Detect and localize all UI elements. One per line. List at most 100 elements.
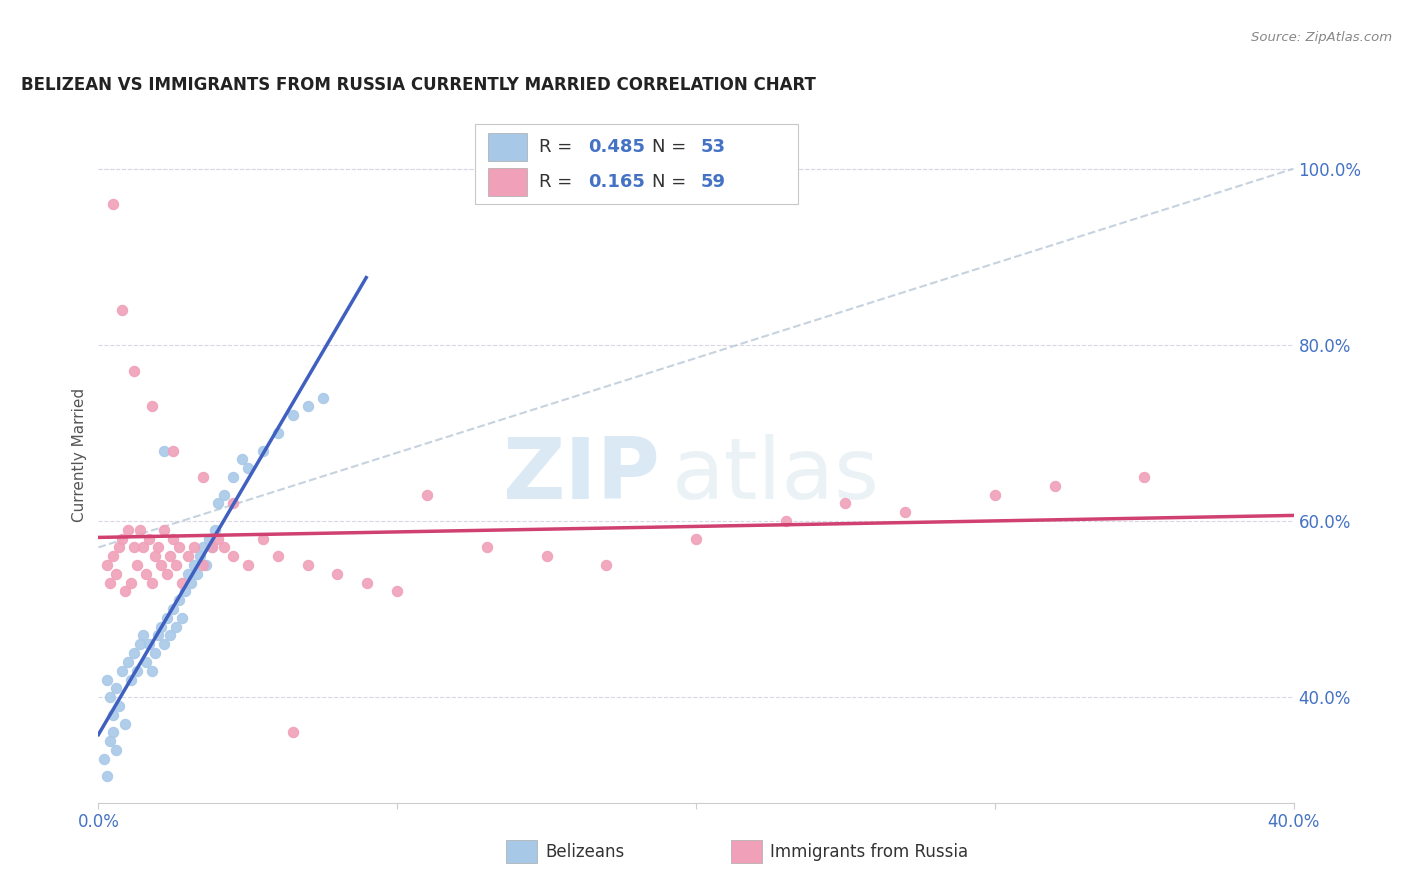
Point	[96, 673, 118, 687]
Point	[222, 549, 245, 564]
Point	[153, 443, 176, 458]
Point	[156, 566, 179, 581]
Text: 59: 59	[700, 173, 725, 191]
Point	[117, 655, 139, 669]
Point	[174, 584, 197, 599]
Text: ZIP: ZIP	[502, 434, 661, 517]
Point	[685, 532, 707, 546]
Point	[212, 487, 235, 501]
Point	[127, 558, 149, 572]
Point	[195, 558, 218, 572]
Text: N =: N =	[652, 138, 692, 156]
Text: atlas: atlas	[672, 434, 880, 517]
Point	[475, 541, 498, 555]
Point	[201, 541, 224, 555]
Text: Source: ZipAtlas.com: Source: ZipAtlas.com	[1251, 31, 1392, 45]
Point	[114, 716, 136, 731]
Point	[105, 743, 128, 757]
Point	[98, 575, 122, 590]
Point	[183, 541, 205, 555]
Point	[96, 769, 118, 783]
Point	[267, 549, 290, 564]
Point	[191, 470, 214, 484]
Point	[281, 409, 304, 423]
Point	[111, 532, 134, 546]
Point	[162, 602, 184, 616]
Text: Immigrants from Russia: Immigrants from Russia	[770, 843, 969, 861]
Point	[191, 558, 214, 572]
Point	[385, 584, 409, 599]
Point	[204, 523, 226, 537]
Point	[188, 549, 211, 564]
Point	[356, 575, 378, 590]
Point	[129, 637, 152, 651]
Point	[150, 558, 173, 572]
Point	[894, 505, 917, 519]
Point	[103, 549, 125, 564]
Point	[103, 197, 125, 211]
Y-axis label: Currently Married: Currently Married	[72, 388, 87, 522]
Point	[231, 452, 253, 467]
Point	[177, 549, 200, 564]
Point	[105, 681, 128, 696]
Text: BELIZEAN VS IMMIGRANTS FROM RUSSIA CURRENTLY MARRIED CORRELATION CHART: BELIZEAN VS IMMIGRANTS FROM RUSSIA CURRE…	[21, 77, 815, 95]
Point	[153, 523, 176, 537]
Point	[148, 628, 170, 642]
Point	[201, 541, 224, 555]
Point	[108, 541, 131, 555]
Point	[198, 532, 221, 546]
Point	[172, 575, 194, 590]
Point	[135, 566, 157, 581]
Point	[143, 549, 166, 564]
Point	[236, 461, 259, 475]
Point	[236, 558, 259, 572]
Point	[138, 532, 160, 546]
Point	[108, 698, 131, 713]
Point	[167, 541, 190, 555]
Point	[103, 725, 125, 739]
Point	[311, 391, 333, 405]
Point	[183, 558, 205, 572]
Text: N =: N =	[652, 173, 692, 191]
Text: 0.165: 0.165	[588, 173, 645, 191]
Point	[141, 575, 163, 590]
Point	[222, 496, 245, 510]
Point	[141, 664, 163, 678]
Point	[186, 566, 208, 581]
Point	[252, 532, 274, 546]
Point	[124, 646, 146, 660]
Point	[172, 611, 194, 625]
Point	[267, 425, 290, 440]
Point	[165, 620, 187, 634]
Point	[984, 487, 1007, 501]
Point	[252, 443, 274, 458]
Point	[111, 664, 134, 678]
Point	[222, 470, 245, 484]
Point	[162, 532, 184, 546]
Point	[96, 558, 118, 572]
Point	[297, 400, 319, 414]
Point	[135, 655, 157, 669]
Point	[117, 523, 139, 537]
Point	[834, 496, 856, 510]
Point	[114, 584, 136, 599]
Point	[191, 541, 214, 555]
Point	[297, 558, 319, 572]
Point	[207, 496, 229, 510]
Point	[141, 400, 163, 414]
Point	[281, 725, 304, 739]
Point	[124, 364, 146, 378]
Point	[536, 549, 558, 564]
Point	[150, 620, 173, 634]
Point	[212, 541, 235, 555]
Point	[132, 541, 155, 555]
Point	[595, 558, 617, 572]
Point	[93, 752, 115, 766]
Point	[120, 673, 142, 687]
Point	[159, 628, 181, 642]
Point	[138, 637, 160, 651]
Point	[165, 558, 187, 572]
Point	[177, 566, 200, 581]
Point	[127, 664, 149, 678]
Text: 0.485: 0.485	[588, 138, 645, 156]
